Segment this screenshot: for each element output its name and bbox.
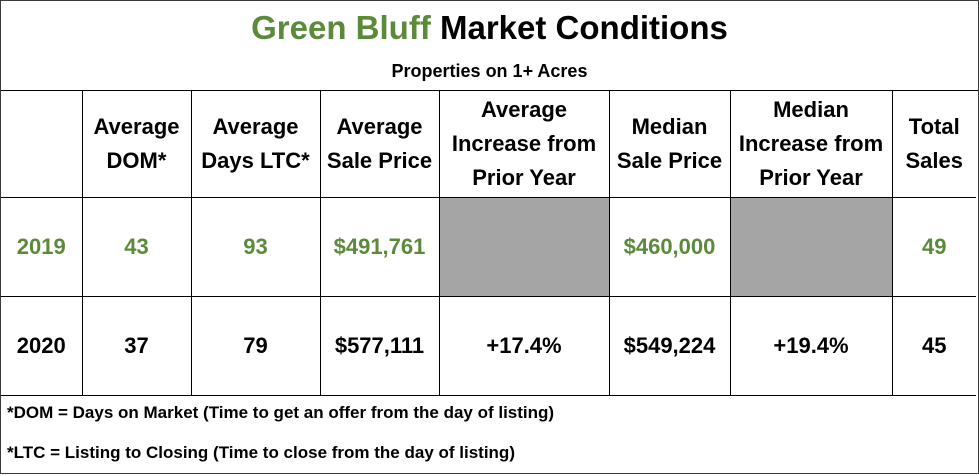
header-avg-days-ltc: Average Days LTC* <box>190 90 321 198</box>
header-avg-sale-price: Average Sale Price <box>319 90 440 198</box>
market-table: Average DOM* Average Days LTC* Average S… <box>1 90 976 396</box>
header-row: Average DOM* Average Days LTC* Average S… <box>1 90 976 198</box>
cell-median-sale-price: $460,000 <box>608 197 731 297</box>
cell-avg-days-ltc: 79 <box>190 296 321 396</box>
cell-median-increase: +19.4% <box>729 296 893 396</box>
cell-avg-dom: 37 <box>81 296 192 396</box>
cell-median-sale-price: $549,224 <box>608 296 731 396</box>
title-rest: Market Conditions <box>430 9 728 46</box>
header-year <box>1 90 83 198</box>
header-median-sale-price: Median Sale Price <box>608 90 731 198</box>
cell-avg-dom: 43 <box>81 197 192 297</box>
header-avg-increase: Average Increase from Prior Year <box>438 90 610 198</box>
footnote-dom: *DOM = Days on Market (Time to get an of… <box>7 403 555 422</box>
header-total-sales: Total Sales <box>891 90 976 198</box>
page-title: Green Bluff Market Conditions <box>1 9 978 47</box>
cell-year: 2020 <box>1 296 83 396</box>
cell-avg-increase: +17.4% <box>438 296 610 396</box>
footnote-ltc: *LTC = Listing to Closing (Time to close… <box>7 443 515 462</box>
cell-avg-sale-price: $491,761 <box>319 197 440 297</box>
cell-avg-days-ltc: 93 <box>190 197 321 297</box>
page-subtitle: Properties on 1+ Acres <box>391 61 588 81</box>
table-row: 2020 37 79 $577,111 +17.4% $549,224 +19.… <box>1 296 976 396</box>
title-accent: Green Bluff <box>251 9 431 46</box>
cell-avg-sale-price: $577,111 <box>319 296 440 396</box>
cell-total-sales: 49 <box>891 197 976 297</box>
header-median-increase: Median Increase from Prior Year <box>729 90 893 198</box>
title-block: Green Bluff Market Conditions Properties… <box>1 1 978 91</box>
cell-median-increase-empty <box>729 197 893 297</box>
cell-year: 2019 <box>1 197 83 297</box>
table-row: 2019 43 93 $491,761 $460,000 49 <box>1 197 976 297</box>
cell-total-sales: 45 <box>891 296 976 396</box>
header-avg-dom: Average DOM* <box>81 90 192 198</box>
cell-avg-increase-empty <box>438 197 610 297</box>
